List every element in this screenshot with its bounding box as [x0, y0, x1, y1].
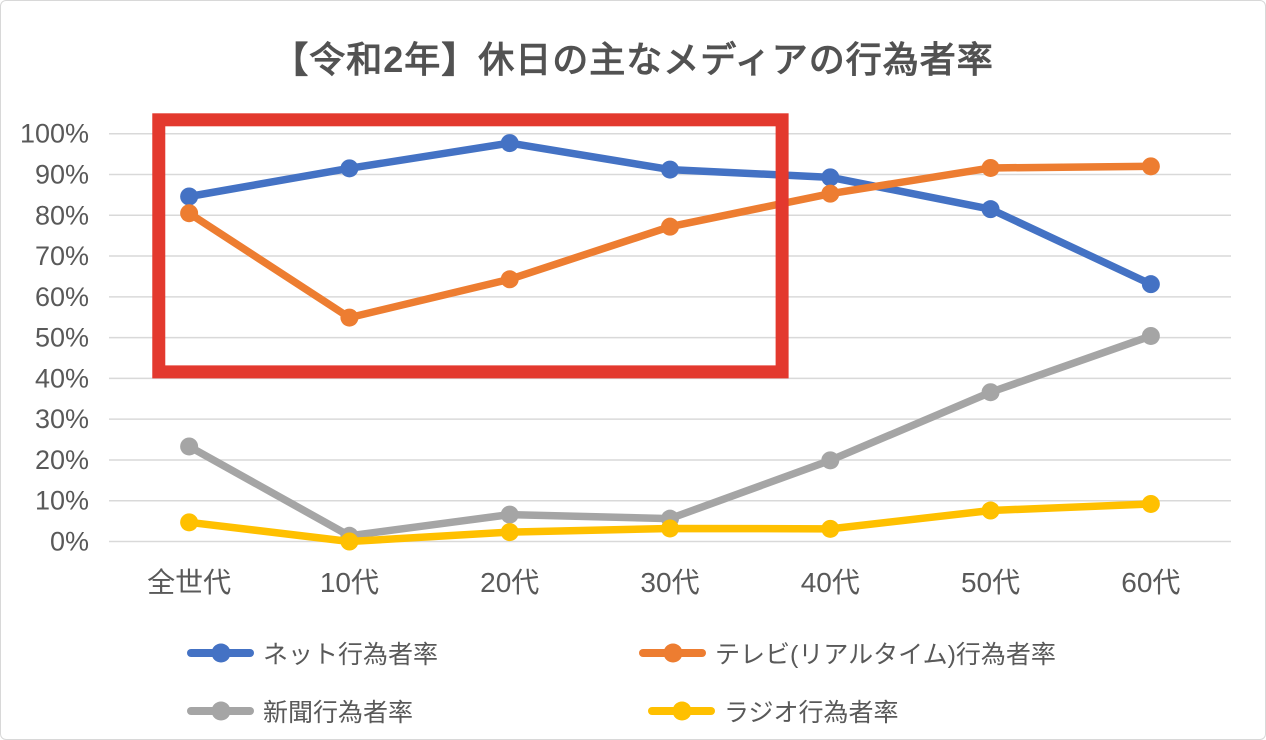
data-point-marker	[1141, 275, 1160, 294]
y-axis-tick-labels: 0% 10% 20% 30% 40% 50% 60% 70% 80% 90% 100%	[20, 119, 89, 557]
data-point-marker	[661, 519, 679, 538]
data-point-marker	[1141, 157, 1160, 176]
y-tick-label: 100%	[20, 119, 89, 149]
x-tick-label: 全世代	[147, 567, 231, 598]
x-tick-label: 60代	[1121, 567, 1180, 598]
x-tick-label: 30代	[640, 567, 699, 598]
legend-marker-net-icon	[187, 643, 254, 663]
data-point-marker	[981, 158, 1000, 177]
legend-item-net: ネット行為者率	[187, 636, 438, 670]
data-point-marker	[180, 513, 199, 532]
data-point-marker	[981, 501, 1000, 520]
y-tick-label: 70%	[35, 241, 89, 271]
x-tick-label: 50代	[961, 567, 1020, 598]
legend-marker-tv-icon	[639, 643, 706, 663]
data-point-marker	[1141, 326, 1160, 345]
data-point-marker	[500, 523, 519, 542]
data-point-marker	[500, 134, 519, 153]
data-point-marker	[821, 451, 840, 470]
x-tick-label: 40代	[801, 567, 860, 598]
legend-label-net: ネット行為者率	[263, 641, 439, 669]
series-line-1	[185, 162, 1155, 322]
legend-label-tv: テレビ(リアルタイム)行為者率	[715, 641, 1056, 669]
data-point-marker	[821, 168, 840, 187]
data-point-marker	[981, 383, 1000, 402]
data-point-marker	[340, 532, 359, 551]
x-tick-label: 20代	[480, 567, 539, 598]
gridlines	[109, 132, 1231, 543]
legend-item-tv: テレビ(リアルタイム)行為者率	[639, 636, 1056, 670]
data-point-marker	[1141, 494, 1160, 513]
y-tick-label: 0%	[50, 527, 89, 557]
y-tick-label: 90%	[35, 159, 89, 189]
data-point-marker	[500, 270, 519, 289]
data-point-marker	[180, 187, 199, 206]
legend-item-newspaper: 新聞行為者率	[187, 694, 413, 728]
y-tick-label: 40%	[35, 363, 89, 393]
data-point-marker	[821, 519, 840, 538]
legend-label-radio: ラジオ行為者率	[724, 699, 899, 727]
chart-title: 【令和2年】休日の主なメディアの行為者率	[272, 39, 994, 80]
legend-label-newspaper: 新聞行為者率	[263, 699, 414, 727]
data-point-marker	[661, 160, 679, 179]
highlight-box	[152, 113, 789, 379]
series-0	[180, 134, 1160, 294]
y-tick-label: 30%	[35, 404, 89, 434]
legend-item-radio: ラジオ行為者率	[648, 694, 899, 728]
data-point-marker	[180, 204, 199, 223]
y-tick-label: 50%	[35, 323, 89, 353]
data-point-marker	[821, 184, 840, 203]
y-tick-label: 20%	[35, 445, 89, 475]
y-tick-label: 60%	[35, 282, 89, 312]
y-tick-label: 80%	[35, 200, 89, 230]
data-point-marker	[340, 159, 359, 178]
series-1	[180, 157, 1160, 327]
data-point-marker	[500, 505, 519, 524]
x-tick-label: 10代	[320, 567, 379, 598]
x-axis-tick-labels: 全世代 10代 20代 30代 40代 50代 60代	[147, 567, 1180, 598]
data-point-marker	[661, 217, 679, 236]
data-point-marker	[340, 308, 359, 327]
series-3	[180, 494, 1160, 551]
data-point-marker	[981, 200, 1000, 219]
legend-marker-radio-icon	[648, 701, 715, 721]
data-point-marker	[180, 437, 199, 456]
legend-marker-newspaper-icon	[187, 701, 254, 721]
y-tick-label: 10%	[35, 486, 89, 516]
